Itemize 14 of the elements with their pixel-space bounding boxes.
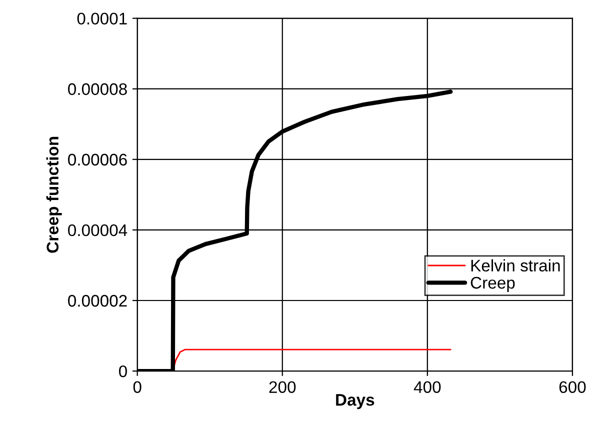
x-tick-label: 400 [414,381,441,394]
x-tick-label: 0 [133,381,142,394]
y-tick-label: 0.00002 [68,294,127,307]
y-tick-label: 0 [119,365,127,378]
y-tick-label: 0.00004 [68,224,128,236]
y-tick-label: 0.00008 [68,83,127,96]
y-tick-label: 0.00006 [68,154,127,166]
legend-label: Kelvin strain [471,259,560,272]
x-tick-label: 200 [269,381,296,394]
y-axis-title: Creep function [46,136,62,253]
y-tick-label: 0.0001 [77,12,127,25]
x-axis-title: Days [336,394,374,410]
x-tick-label: 600 [559,381,586,394]
legend-label: Creep [470,276,515,292]
